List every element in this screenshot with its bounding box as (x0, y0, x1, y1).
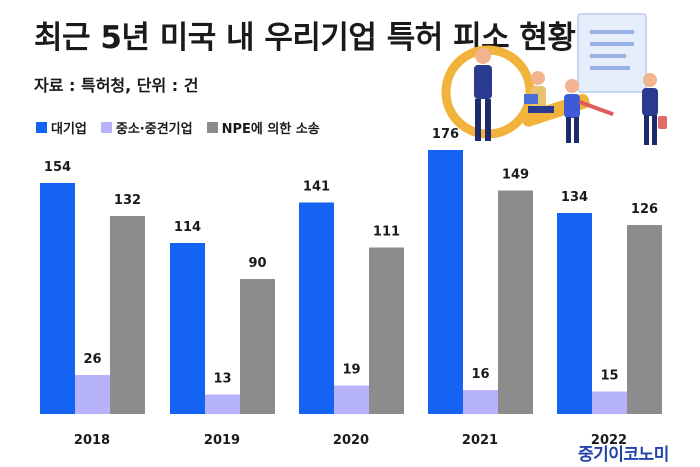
legend-swatch-npe (206, 122, 218, 133)
data-label-large-2019: 114 (174, 220, 201, 235)
data-label-large-2021: 176 (432, 127, 459, 142)
data-label-sme-2020: 19 (342, 363, 360, 378)
bar-large-2022 (557, 213, 592, 414)
data-label-npe-2018: 132 (114, 193, 141, 208)
bar-npe-2018 (110, 216, 145, 414)
person-sitting-illustration (524, 71, 554, 113)
person-right-illustration (642, 73, 667, 145)
bar-large-2021 (428, 150, 463, 414)
legend-item-large: 대기업 (36, 118, 87, 137)
data-label-npe-2020: 111 (373, 225, 400, 240)
bar-npe-2020 (369, 247, 404, 414)
data-label-sme-2021: 16 (471, 367, 489, 382)
person-with-pencil-illustration (564, 79, 614, 143)
x-tick-label-2019: 2019 (204, 433, 240, 448)
legend-item-sme: 중소·중견기업 (100, 118, 193, 137)
data-label-sme-2018: 26 (83, 352, 101, 367)
chart-source: 자료 : 특허청, 단위 : 건 (34, 76, 199, 95)
x-tick-label-2018: 2018 (74, 433, 110, 448)
x-tick-label-2020: 2020 (333, 433, 369, 448)
data-label-sme-2022: 15 (600, 369, 618, 384)
bar-large-2018 (40, 183, 75, 414)
x-tick-label-2021: 2021 (462, 433, 498, 448)
bar-sme-2020 (334, 385, 369, 414)
legend-label-npe: NPE에 의한 소송 (221, 122, 320, 137)
brand-logo: 중기이코노미 (578, 445, 669, 465)
person-standing-illustration (474, 48, 492, 141)
bar-sme-2021 (463, 390, 498, 414)
data-label-large-2022: 134 (561, 190, 588, 205)
x-tick-label-2022: 2022 (591, 433, 627, 448)
data-label-sme-2019: 13 (213, 372, 231, 387)
bar-sme-2018 (75, 375, 110, 414)
legend-swatch-large (36, 122, 47, 133)
data-label-large-2020: 141 (303, 180, 330, 195)
legend: 대기업 중소·중견기업 NPE에 의한 소송 (36, 118, 320, 137)
legend-label-sme: 중소·중견기업 (115, 122, 193, 137)
business-people-illustration (441, 13, 667, 145)
bar-sme-2022 (592, 391, 627, 414)
data-label-npe-2021: 149 (502, 168, 529, 183)
bar-large-2019 (170, 243, 205, 414)
legend-label-large: 대기업 (51, 122, 87, 137)
bar-sme-2019 (205, 394, 240, 414)
legend-swatch-sme (100, 122, 112, 133)
data-label-npe-2022: 126 (631, 202, 658, 217)
legend-item-npe: NPE에 의한 소송 (206, 118, 320, 137)
data-label-large-2018: 154 (44, 160, 71, 175)
bar-npe-2022 (627, 225, 662, 414)
bar-npe-2021 (498, 190, 533, 414)
bar-npe-2019 (240, 279, 275, 414)
data-label-npe-2019: 90 (248, 256, 266, 271)
bar-large-2020 (299, 202, 334, 414)
